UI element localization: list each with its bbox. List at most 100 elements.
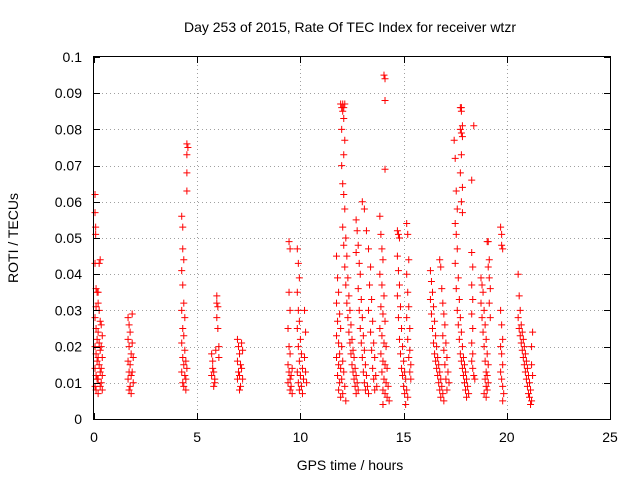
data-point <box>457 151 465 159</box>
data-point <box>406 325 414 332</box>
data-point <box>96 368 104 376</box>
data-point <box>403 386 411 394</box>
data-point <box>293 288 301 296</box>
data-point <box>458 209 466 217</box>
data-point <box>362 372 370 380</box>
data-point <box>294 379 302 387</box>
data-point <box>523 364 531 372</box>
data-point <box>369 317 377 325</box>
data-point <box>460 379 468 387</box>
data-point <box>357 296 365 304</box>
data-point <box>457 129 465 137</box>
data-point <box>521 350 529 358</box>
data-point <box>482 368 490 376</box>
data-point <box>477 274 485 282</box>
data-point <box>526 393 534 401</box>
data-point <box>450 136 458 144</box>
data-point <box>284 325 292 332</box>
data-point <box>453 205 461 213</box>
data-point <box>296 372 304 380</box>
data-point <box>437 393 445 401</box>
data-point <box>179 245 187 253</box>
data-point <box>182 386 190 394</box>
data-point <box>499 397 507 405</box>
data-point <box>439 390 447 398</box>
data-point <box>443 386 451 394</box>
data-point <box>377 350 385 358</box>
data-point <box>498 241 506 249</box>
data-point <box>238 364 246 372</box>
data-point <box>338 375 346 383</box>
data-point <box>340 104 348 112</box>
data-point <box>432 357 440 365</box>
data-point <box>295 357 303 365</box>
data-point <box>341 136 349 144</box>
data-point <box>377 303 385 311</box>
data-point <box>94 328 102 336</box>
data-point <box>393 292 401 300</box>
data-point <box>210 368 218 376</box>
data-point <box>433 343 441 351</box>
data-point <box>334 274 342 282</box>
data-point <box>480 306 488 314</box>
data-point <box>360 205 368 213</box>
data-point <box>468 310 476 318</box>
data-point <box>442 339 450 347</box>
data-point <box>209 357 217 365</box>
data-point <box>363 382 371 390</box>
data-point <box>127 390 135 398</box>
data-point <box>286 375 294 383</box>
data-point <box>482 382 490 390</box>
data-point <box>381 317 389 325</box>
data-point <box>379 310 387 318</box>
data-point <box>498 350 506 358</box>
data-point <box>407 361 415 369</box>
data-point <box>353 227 361 235</box>
data-point <box>403 270 411 278</box>
data-point <box>333 353 341 361</box>
y-tick-label: 0.02 <box>55 339 82 355</box>
data-point <box>477 299 485 307</box>
data-point <box>126 382 134 390</box>
data-point <box>498 321 506 329</box>
data-point <box>514 314 522 322</box>
data-point <box>303 379 311 387</box>
data-point <box>293 325 301 332</box>
data-point <box>126 328 134 336</box>
data-point <box>129 353 137 361</box>
data-point <box>239 346 247 354</box>
data-point <box>94 299 102 307</box>
data-point <box>437 263 445 271</box>
data-point <box>351 364 359 372</box>
data-point <box>335 288 343 296</box>
data-point <box>373 382 381 390</box>
data-point <box>394 267 402 275</box>
data-point <box>95 361 103 369</box>
y-tick-label: 0.06 <box>55 194 82 210</box>
data-point <box>179 325 187 332</box>
y-tick-label: 0.03 <box>55 302 82 318</box>
data-point <box>499 382 507 390</box>
data-point <box>372 372 380 380</box>
data-point <box>478 314 486 322</box>
data-point <box>295 386 303 394</box>
data-point <box>463 393 471 401</box>
data-point <box>468 176 476 184</box>
data-point <box>442 375 450 383</box>
data-point <box>302 368 310 376</box>
data-point <box>288 390 296 398</box>
data-point <box>430 303 438 311</box>
data-point <box>406 368 414 376</box>
x-tick-label: 10 <box>293 429 309 445</box>
y-tick-label: 0.04 <box>55 266 82 282</box>
data-point <box>336 379 344 387</box>
data-point <box>436 256 444 264</box>
data-point <box>354 241 362 249</box>
data-point <box>340 368 348 376</box>
data-point <box>213 292 221 300</box>
data-point <box>484 379 492 387</box>
data-point <box>453 306 461 314</box>
data-point <box>367 263 375 271</box>
data-point <box>361 361 369 369</box>
data-point <box>479 288 487 296</box>
